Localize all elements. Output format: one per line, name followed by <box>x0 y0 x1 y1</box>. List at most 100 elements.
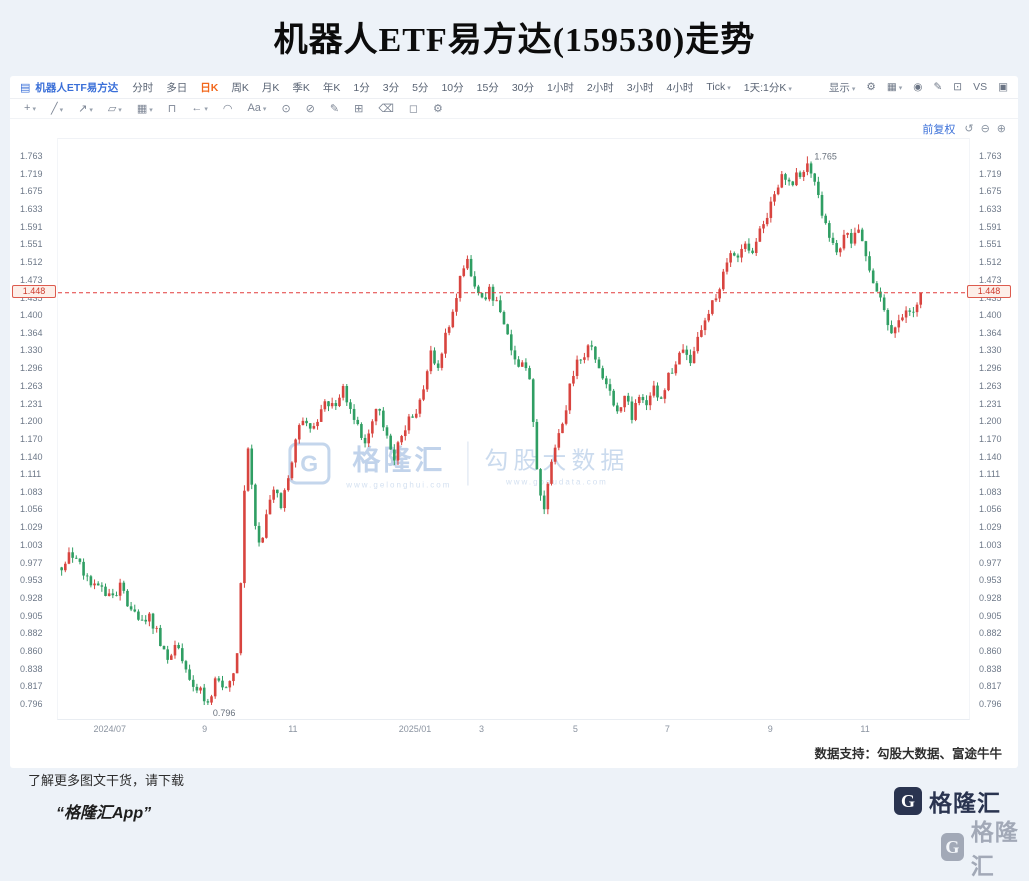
chart-settings-tool[interactable]: ⚙ <box>433 102 443 115</box>
chart-controls-row: 前复权 ↺ ⊖ ⊕ <box>922 121 1006 136</box>
zoom-in-icon[interactable]: ⊕ <box>996 123 1006 135</box>
x-tick-label: 11 <box>860 724 870 734</box>
y-tick-label: 0.817 <box>20 681 43 692</box>
y-tick-label: 0.796 <box>979 699 1002 709</box>
period-周K[interactable]: 周K <box>231 81 249 94</box>
instrument-icon[interactable]: ▤ <box>20 81 31 94</box>
adjust-mode-button[interactable]: 前复权 <box>922 123 956 136</box>
period-年K[interactable]: 年K <box>322 81 341 94</box>
y-tick-label: 1.364 <box>20 327 43 338</box>
period-分时[interactable]: 分时 <box>132 81 154 94</box>
y-tick-label: 1.364 <box>979 327 1002 338</box>
crosshair-tool[interactable]: + ▾ <box>24 102 36 114</box>
footer-promo-text: 了解更多图文干货，请下载 <box>28 773 185 788</box>
data-support-text: 数据支持：勾股大数据、富途牛牛 <box>814 747 1002 761</box>
current-price-badge-left: 1.448 <box>12 284 56 298</box>
period-季K[interactable]: 季K <box>292 81 310 94</box>
y-tick-label: 1.029 <box>20 522 43 533</box>
y-tick-label: 1.633 <box>20 203 43 214</box>
period-30分[interactable]: 30分 <box>511 81 534 94</box>
period-5分[interactable]: 5分 <box>412 81 429 94</box>
period-2小时[interactable]: 2小时 <box>586 81 614 94</box>
y-tick-label: 1.170 <box>979 433 1002 444</box>
gelonghui-brand-text-faded: 格隆汇 <box>970 819 1019 879</box>
current-price-badge-right: 1.448 <box>967 284 1011 298</box>
display-menu[interactable]: 显示 ▾ <box>828 81 856 94</box>
y-tick-label: 1.473 <box>979 275 1002 285</box>
period-日K[interactable]: 日K <box>200 81 219 94</box>
period-多日[interactable]: 多日 <box>166 81 188 94</box>
arrow-line-tool[interactable]: ↗ ▾ <box>78 102 93 115</box>
bracket-tool[interactable]: ⊓ <box>167 102 177 115</box>
gelonghui-logo-icon: G <box>894 787 922 815</box>
candlestick-chart[interactable]: 1.765 0.796 <box>58 139 969 719</box>
y-tick-label: 1.675 <box>979 186 1002 197</box>
y-tick-label: 1.435 <box>20 293 43 303</box>
draw-toolbar: + ▾ ╱ ▾ ↗ ▾ ▱ ▾ ▦ ▾ ⊓ ← ▾ ◠ Aa ▾ ⊙ ⊘ ✎ ⊞ ⌫ ◻ ⚙ <box>10 98 1018 119</box>
chart-controls: ↺ ⊖ ⊕ <box>964 122 1006 135</box>
period-tabs: 分时 多日 日K 周K 月K 季K 年K 1分 3分 5分 10分 15分 30分 1小时 2小时 3小时 4小… <box>132 80 805 95</box>
shape-tool[interactable]: ▱ ▾ <box>107 102 122 115</box>
y-tick-label: 1.551 <box>20 239 43 250</box>
y-tick-label: 1.003 <box>979 539 1002 550</box>
x-axis: 2024/07 9 11 2025/01 3 5 7 9 11 <box>57 722 968 736</box>
y-tick-label: 1.140 <box>979 451 1002 462</box>
period-1小时[interactable]: 1小时 <box>547 81 574 94</box>
period-3小时[interactable]: 3小时 <box>626 81 654 94</box>
period-3分[interactable]: 3分 <box>382 81 400 94</box>
screenshot-icon[interactable]: ◉ <box>913 81 923 93</box>
zoom-out-icon[interactable]: ⊖ <box>980 123 990 135</box>
edit-icon[interactable]: ✎ <box>933 81 943 93</box>
y-tick-label: 0.928 <box>979 593 1002 604</box>
period-10分[interactable]: 10分 <box>441 81 464 94</box>
pattern-tool[interactable]: ▦ ▾ <box>136 102 153 115</box>
period-high-label: 1.765 <box>814 151 837 161</box>
period-Tick[interactable]: Tick ▾ <box>706 81 731 93</box>
settings-icon[interactable]: ⚙ <box>866 81 876 93</box>
layout-menu-icon[interactable]: ▦ ▾ <box>886 81 903 93</box>
symbol-name[interactable]: 机器人ETF易方达 <box>35 81 119 94</box>
trendline-tool[interactable]: ╱ ▾ <box>50 102 64 115</box>
x-tick-label: 9 <box>202 724 208 734</box>
printer-tool[interactable]: ⊞ <box>354 102 364 115</box>
y-tick-label: 0.838 <box>20 663 43 674</box>
undo-icon[interactable]: ↺ <box>964 123 974 135</box>
back-arrow-tool[interactable]: ← ▾ <box>191 102 208 114</box>
y-tick-label: 1.111 <box>979 469 1001 480</box>
y-tick-label: 1.083 <box>20 486 43 497</box>
y-tick-label: 1.263 <box>979 380 1002 391</box>
y-tick-label: 1.200 <box>979 416 1002 427</box>
period-4小时[interactable]: 4小时 <box>666 81 694 94</box>
y-tick-label: 0.817 <box>979 681 1002 692</box>
y-tick-label: 1.056 <box>20 504 43 515</box>
y-tick-label: 1.719 <box>20 168 43 179</box>
y-tick-label: 0.977 <box>979 557 1002 568</box>
magnet-tool[interactable]: ⊙ <box>281 102 291 115</box>
period-1天:1分K[interactable]: 1天:1分K ▾ <box>743 81 792 94</box>
y-tick-label: 1.330 <box>979 345 1002 356</box>
lock-tool[interactable]: ⊘ <box>305 102 315 115</box>
period-1分[interactable]: 1分 <box>353 81 370 94</box>
y-tick-label: 0.953 <box>979 575 1002 585</box>
period-15分[interactable]: 15分 <box>476 81 499 94</box>
comment-tool[interactable]: ◻ <box>408 102 419 115</box>
window-icon[interactable]: ▣ <box>998 81 1008 93</box>
y-tick-label: 1.296 <box>979 363 1002 374</box>
period-月K[interactable]: 月K <box>261 81 280 94</box>
y-tick-label: 1.512 <box>979 256 1002 267</box>
y-tick-label: 1.719 <box>979 168 1002 179</box>
curve-tool[interactable]: ◠ <box>222 102 233 115</box>
y-tick-label: 1.473 <box>20 275 43 285</box>
chart-card: ▤ 机器人ETF易方达 分时 多日 日K 周K 月K 季K 年K 1分 3分 5分 10分 15分 30… <box>10 76 1018 768</box>
fullscreen-icon[interactable]: ⊡ <box>953 81 963 93</box>
pencil-tool[interactable]: ✎ <box>329 102 340 115</box>
text-tool[interactable]: Aa ▾ <box>247 102 267 114</box>
x-tick-label: 2024/07 <box>93 724 127 734</box>
plot-area[interactable]: G 格隆汇 www.gelonghui.com 勾股大数据 www.goguda… <box>57 138 970 720</box>
eraser-tool[interactable]: ⌫ <box>378 102 394 115</box>
compare-button[interactable]: VS <box>973 81 988 93</box>
x-tick-label: 3 <box>478 724 485 734</box>
y-tick-label: 1.083 <box>979 486 1002 497</box>
x-tick-label: 11 <box>288 724 298 734</box>
gelonghui-brand: G 格隆汇 <box>894 784 1001 818</box>
